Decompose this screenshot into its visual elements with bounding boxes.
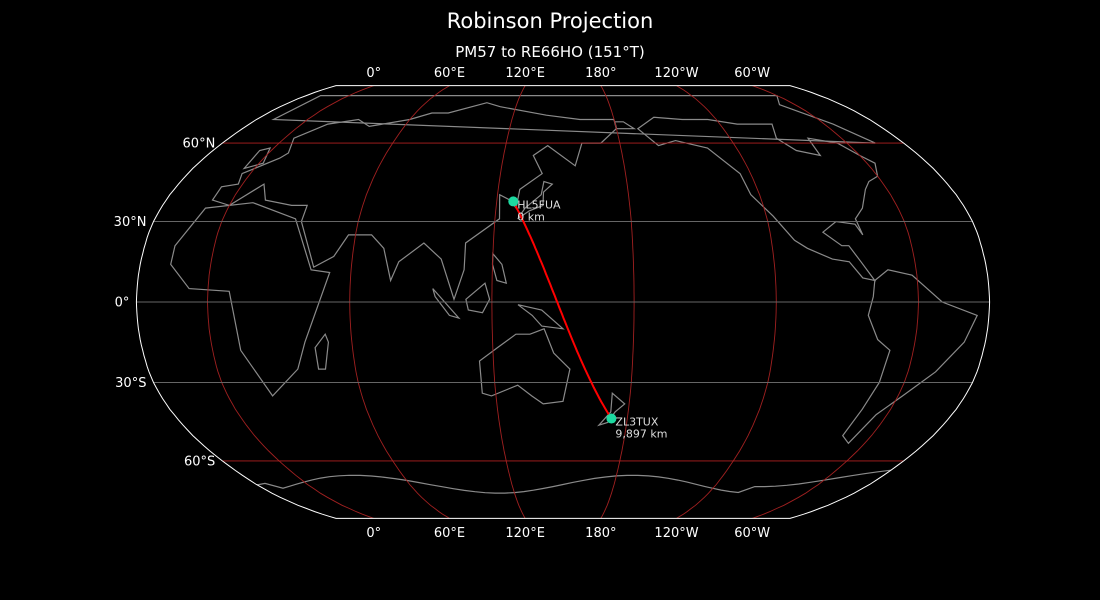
- station-call: HL5FUA: [517, 198, 561, 211]
- station-distance: 0 km: [517, 210, 545, 223]
- lon-label-top: 120°W: [654, 66, 698, 81]
- lon-label-top: 60°E: [434, 66, 465, 81]
- coastline: [614, 121, 637, 130]
- coastline: [491, 252, 508, 285]
- coastlines: [170, 95, 979, 494]
- lon-label-bottom: 60°W: [734, 526, 770, 541]
- lat-label: 60°S: [184, 454, 215, 469]
- coastline: [517, 304, 565, 330]
- map-outline: [135, 85, 991, 519]
- great-circle-path: [512, 200, 613, 420]
- lat-label: 60°N: [183, 137, 216, 152]
- coastline-antarctica: [256, 469, 892, 494]
- lat-label: 0°: [115, 296, 130, 311]
- lon-label-top: 60°W: [734, 66, 770, 81]
- station-distance: 9,897 km: [615, 428, 667, 441]
- coastline: [841, 269, 979, 445]
- lon-label-bottom: 0°: [366, 526, 381, 541]
- lon-label-top: 0°: [366, 66, 381, 81]
- station-marker[interactable]: [508, 196, 519, 207]
- coastline: [314, 332, 330, 370]
- coastline: [465, 282, 491, 314]
- coastline: [597, 391, 626, 427]
- coastline: [170, 202, 331, 397]
- coastline: [478, 328, 571, 405]
- lon-label-bottom: 120°E: [505, 526, 545, 541]
- lat-label: 30°S: [115, 376, 146, 391]
- station-call: ZL3TUX: [615, 416, 658, 429]
- tick-labels: 0° 0° 60°E 60°E 120°E 120°E 180° 180° 120°W 120°W…: [114, 66, 771, 541]
- coastline: [242, 147, 272, 170]
- coastline: [636, 116, 879, 282]
- lat-label: 30°N: [114, 215, 147, 230]
- coastline: [432, 288, 461, 320]
- map-title: Robinson Projection: [446, 9, 654, 33]
- lon-label-top: 180°: [585, 66, 616, 81]
- lon-label-bottom: 180°: [585, 526, 616, 541]
- map-subtitle: PM57 to RE66HO (151°T): [455, 43, 645, 61]
- station-marker[interactable]: [606, 413, 617, 424]
- graticule: [136, 85, 990, 519]
- coastline: [517, 180, 554, 220]
- lon-label-top: 120°E: [505, 66, 545, 81]
- lon-label-bottom: 60°E: [434, 526, 465, 541]
- lon-label-bottom: 120°W: [654, 526, 698, 541]
- coastline: [211, 102, 617, 302]
